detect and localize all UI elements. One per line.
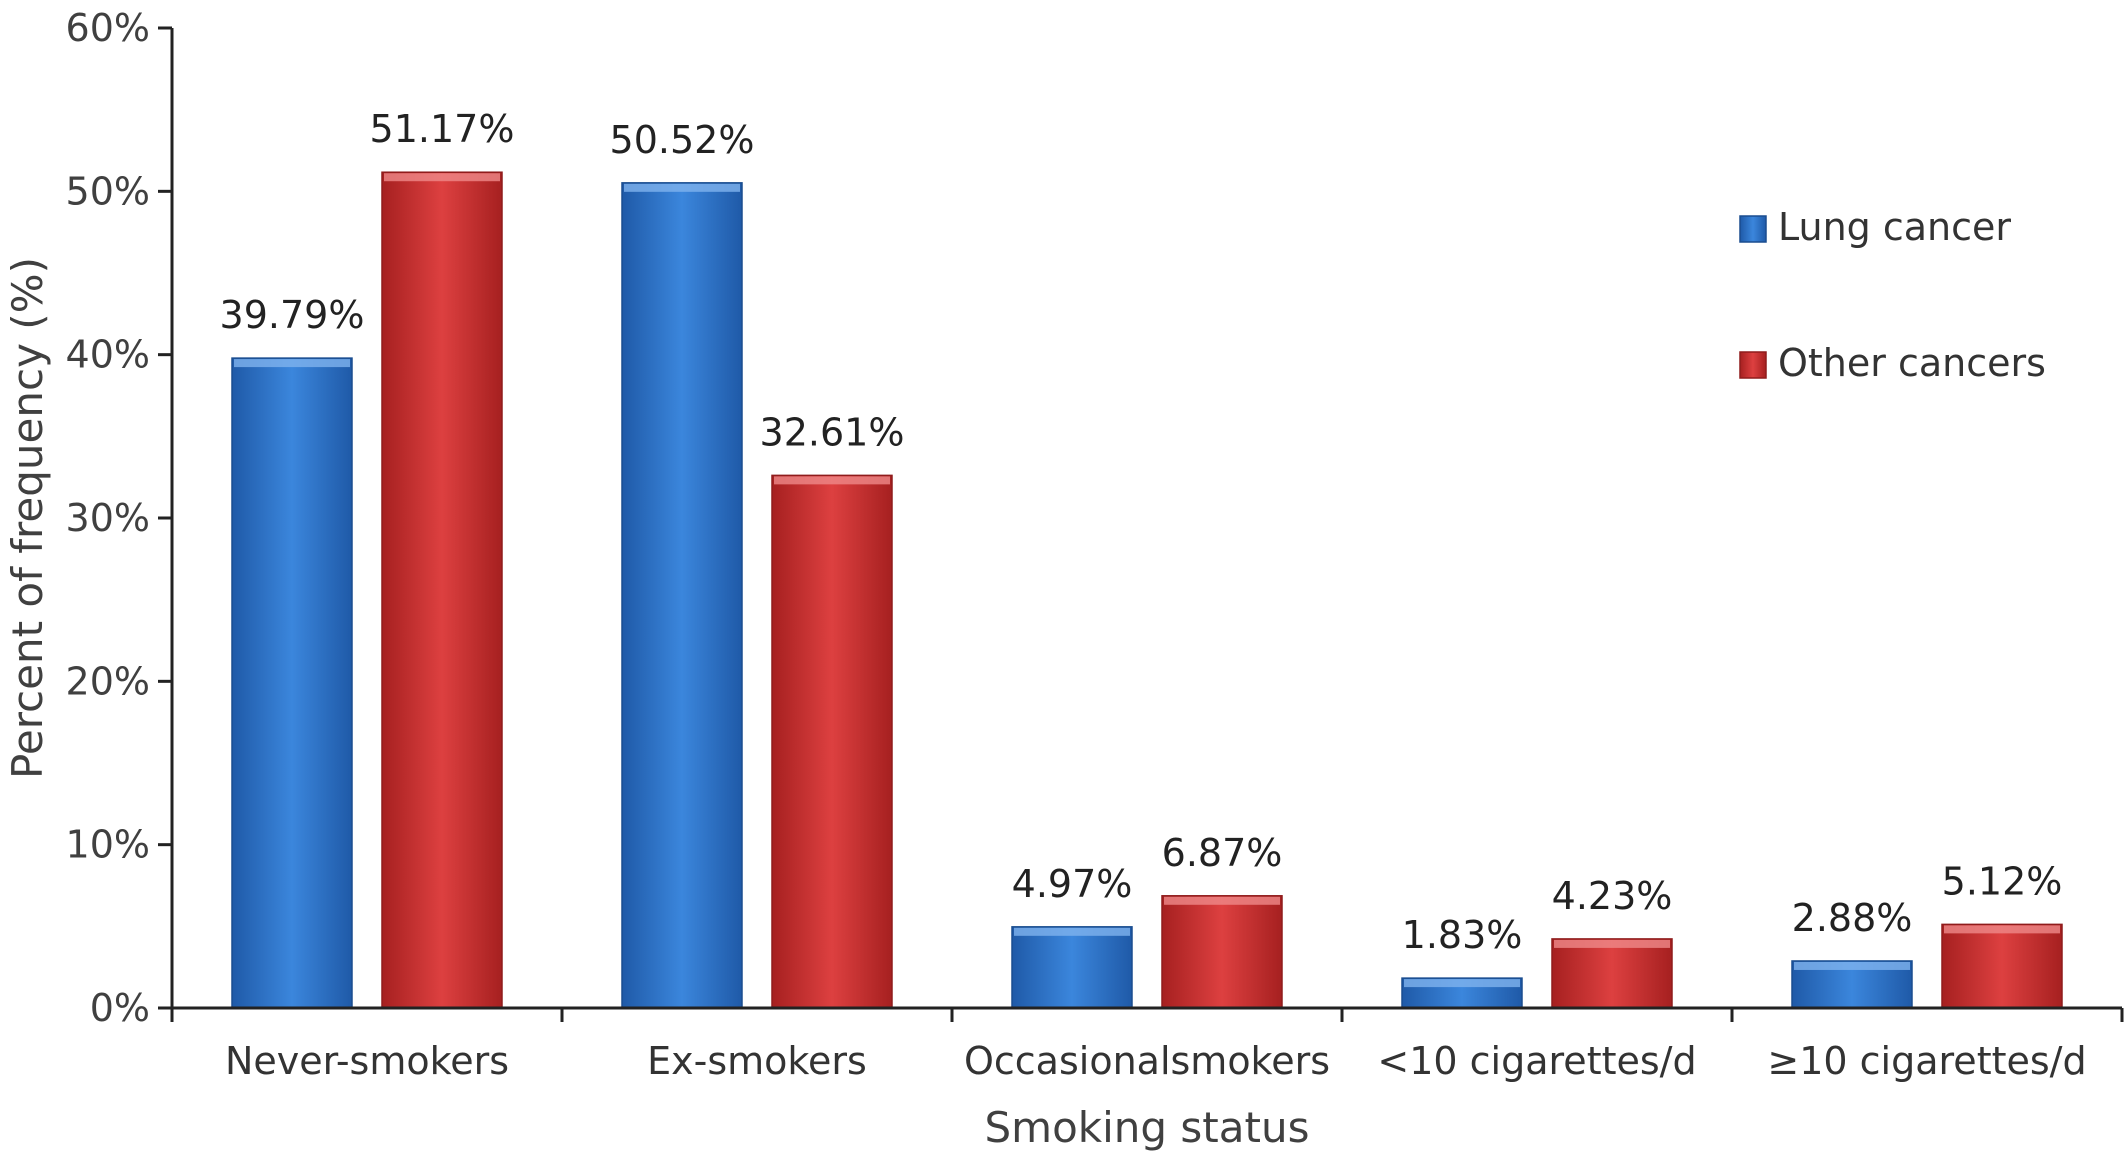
x-axis-ticks: Never-smokers Ex-smokers Occasionalsmokers… (170, 1008, 2124, 1083)
data-label: 32.61% (760, 410, 905, 454)
legend-swatch (1739, 215, 1767, 243)
y-tick-label: 20% (66, 659, 150, 703)
category-label: <10 cigarettes/d (1377, 1039, 1696, 1083)
data-label: 50.52% (610, 118, 755, 162)
bar-other-cancers (1551, 938, 1673, 1009)
bar-highlight (1164, 896, 1280, 905)
bar-highlight (1404, 979, 1520, 988)
category-label: Occasionalsmokers (964, 1039, 1330, 1083)
data-label: 1.83% (1402, 913, 1523, 957)
y-axis-title: Percent of frequency (%) (3, 257, 52, 779)
category-label: ≥10 cigarettes/d (1767, 1039, 2086, 1083)
bar-highlight (1554, 939, 1670, 948)
data-label: 6.87% (1162, 831, 1283, 875)
bar-lung-cancer (231, 357, 353, 1009)
data-labels-layer: 39.79% 51.17% 50.52% 32.61% 4.97% 6.87% 1.83% 4… (220, 107, 2063, 957)
legend: Lung cancer Other cancers (1739, 205, 2046, 385)
data-label: 4.97% (1012, 862, 1133, 906)
bar-highlight (1944, 925, 2060, 934)
legend-label: Lung cancer (1778, 205, 2011, 249)
bar-lung-cancer (621, 182, 743, 1009)
category-label: Ex-smokers (647, 1039, 867, 1083)
y-tick-label: 10% (66, 823, 150, 867)
category-label: Never-smokers (225, 1039, 509, 1083)
data-label: 2.88% (1792, 896, 1913, 940)
bar-other-cancers (771, 474, 893, 1009)
bar-highlight (1794, 961, 1910, 970)
bar-highlight (234, 359, 350, 368)
data-label: 51.17% (370, 107, 515, 151)
y-tick-label: 50% (66, 169, 150, 213)
y-tick-label: 40% (66, 333, 150, 377)
y-tick-label: 0% (90, 986, 150, 1030)
bar-other-cancers (381, 171, 503, 1009)
bar-other-cancers (1941, 923, 2063, 1009)
x-axis-title: Smoking status (985, 1103, 1310, 1152)
legend-label: Other cancers (1778, 341, 2046, 385)
bar-highlight (384, 173, 500, 182)
data-label: 4.23% (1552, 874, 1673, 918)
bar-lung-cancer (1011, 926, 1133, 1009)
legend-swatch (1739, 351, 1767, 379)
y-tick-label: 30% (66, 496, 150, 540)
y-tick-label: 60% (66, 6, 150, 50)
bar-highlight (774, 476, 890, 485)
bars-layer (231, 171, 2063, 1009)
bar-highlight (1014, 927, 1130, 936)
bar-highlight (624, 183, 740, 192)
data-label: 39.79% (220, 293, 365, 337)
bar-other-cancers (1161, 895, 1283, 1009)
y-axis-ticks: 0% 10% 20% 30% 40% 50% 60% (66, 6, 172, 1030)
data-label: 5.12% (1942, 859, 2063, 903)
